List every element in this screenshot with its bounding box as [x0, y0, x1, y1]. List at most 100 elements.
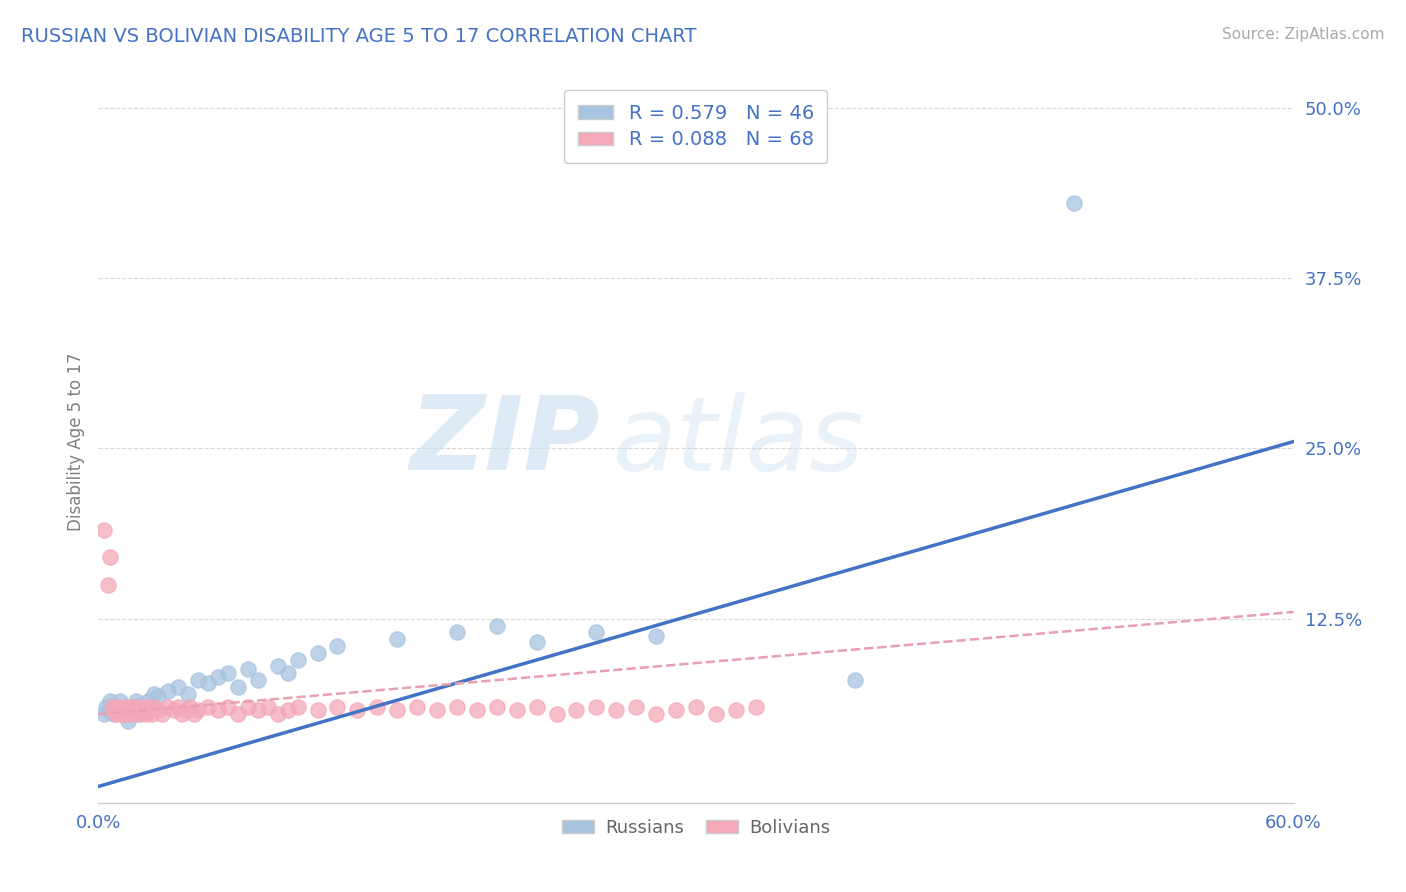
- Point: [197, 700, 219, 714]
- Point: [226, 707, 249, 722]
- Point: [366, 700, 388, 714]
- Point: [120, 700, 142, 714]
- Point: [506, 703, 529, 717]
- Point: [207, 703, 229, 717]
- Point: [645, 630, 668, 644]
- Point: [326, 700, 349, 714]
- Point: [121, 707, 143, 722]
- Text: ZIP: ZIP: [409, 391, 600, 492]
- Point: [187, 673, 209, 687]
- Point: [326, 639, 349, 653]
- Point: [103, 707, 125, 722]
- Point: [446, 625, 468, 640]
- Point: [267, 707, 290, 722]
- Point: [236, 662, 259, 676]
- Point: [446, 700, 468, 714]
- Point: [485, 618, 508, 632]
- Point: [131, 703, 153, 717]
- Point: [101, 698, 124, 712]
- Point: [115, 703, 138, 717]
- Point: [148, 690, 170, 704]
- Point: [111, 707, 134, 722]
- Legend: Russians, Bolivians: Russians, Bolivians: [554, 812, 838, 845]
- Point: [148, 703, 170, 717]
- Point: [136, 693, 159, 707]
- Point: [101, 700, 124, 714]
- Point: [426, 703, 449, 717]
- Point: [217, 700, 239, 714]
- Point: [120, 707, 142, 722]
- Point: [183, 707, 205, 722]
- Point: [124, 703, 146, 717]
- Point: [111, 707, 134, 722]
- Point: [605, 703, 627, 717]
- Point: [105, 700, 128, 714]
- Point: [207, 670, 229, 684]
- Point: [177, 687, 200, 701]
- Point: [465, 703, 488, 717]
- Text: RUSSIAN VS BOLIVIAN DISABILITY AGE 5 TO 17 CORRELATION CHART: RUSSIAN VS BOLIVIAN DISABILITY AGE 5 TO …: [21, 27, 696, 45]
- Point: [307, 703, 329, 717]
- Point: [141, 707, 163, 722]
- Point: [117, 703, 139, 717]
- Point: [103, 703, 125, 717]
- Point: [129, 698, 152, 712]
- Text: atlas: atlas: [613, 392, 863, 491]
- Point: [125, 700, 148, 714]
- Point: [626, 700, 648, 714]
- Point: [585, 700, 607, 714]
- Point: [127, 703, 149, 717]
- Point: [287, 700, 309, 714]
- Point: [98, 693, 122, 707]
- Point: [844, 673, 866, 687]
- Point: [112, 700, 135, 714]
- Point: [167, 700, 190, 714]
- Point: [110, 693, 132, 707]
- Point: [163, 703, 186, 717]
- Point: [115, 707, 138, 722]
- Point: [93, 707, 115, 722]
- Point: [236, 700, 259, 714]
- Point: [134, 703, 156, 717]
- Point: [107, 703, 129, 717]
- Point: [98, 550, 122, 565]
- Point: [745, 700, 768, 714]
- Point: [93, 523, 115, 537]
- Point: [121, 700, 143, 714]
- Point: [110, 703, 132, 717]
- Point: [307, 646, 329, 660]
- Point: [724, 703, 747, 717]
- Point: [585, 625, 607, 640]
- Point: [187, 703, 209, 717]
- Point: [226, 680, 249, 694]
- Point: [277, 666, 299, 681]
- Point: [139, 703, 162, 717]
- Point: [406, 700, 429, 714]
- Point: [97, 577, 120, 591]
- Point: [246, 703, 269, 717]
- Point: [1063, 196, 1085, 211]
- Point: [346, 703, 368, 717]
- Point: [485, 700, 508, 714]
- Y-axis label: Disability Age 5 to 17: Disability Age 5 to 17: [66, 352, 84, 531]
- Point: [645, 707, 668, 722]
- Point: [385, 632, 409, 647]
- Point: [96, 700, 118, 714]
- Point: [385, 703, 409, 717]
- Point: [136, 700, 159, 714]
- Point: [112, 700, 135, 714]
- Point: [565, 703, 588, 717]
- Text: Source: ZipAtlas.com: Source: ZipAtlas.com: [1222, 27, 1385, 42]
- Point: [174, 703, 197, 717]
- Point: [117, 714, 139, 728]
- Point: [197, 676, 219, 690]
- Point: [704, 707, 727, 722]
- Point: [150, 707, 173, 722]
- Point: [157, 684, 180, 698]
- Point: [124, 703, 146, 717]
- Point: [131, 700, 153, 714]
- Point: [685, 700, 707, 714]
- Point: [277, 703, 299, 717]
- Point: [167, 680, 190, 694]
- Point: [287, 653, 309, 667]
